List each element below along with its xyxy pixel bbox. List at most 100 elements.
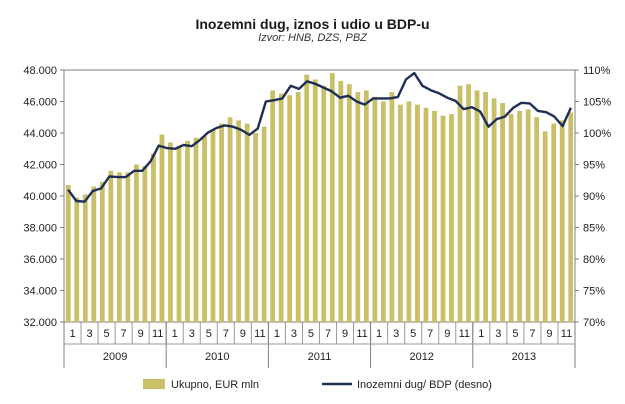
bar [568, 112, 574, 323]
x-tick-label: 3 [393, 328, 399, 340]
year-label: 2010 [205, 351, 229, 363]
bar [210, 129, 216, 322]
bar [474, 90, 480, 322]
x-tick-label: 7 [121, 328, 127, 340]
bar [168, 142, 173, 322]
bar [270, 90, 276, 322]
y-left-tick-label: 32.000 [23, 317, 57, 329]
bar [202, 136, 207, 322]
bar [253, 133, 259, 322]
x-tick-label: 11 [152, 328, 163, 340]
bar [406, 101, 412, 322]
x-tick-label: 9 [444, 328, 450, 340]
bar [500, 103, 505, 322]
x-tick-label: 5 [206, 328, 212, 340]
bar [321, 85, 327, 322]
x-tick-label: 5 [512, 328, 518, 340]
legend-label-bars: Ukupno, EUR mln [171, 379, 259, 391]
bar [116, 172, 122, 322]
bar [338, 81, 344, 323]
bar [457, 85, 463, 322]
x-tick-label: 1 [478, 328, 484, 340]
bar [108, 170, 114, 322]
bar [551, 123, 557, 322]
y-left-tick-label: 34.000 [23, 286, 57, 298]
bar [363, 90, 369, 322]
bar [159, 134, 165, 322]
bar [380, 101, 386, 322]
bar [508, 114, 514, 322]
bar [372, 96, 378, 323]
x-tick-label: 3 [495, 328, 501, 340]
y-right-tick-label: 105% [583, 97, 611, 109]
bar [346, 84, 352, 322]
y-right-tick-label: 70% [583, 317, 605, 329]
y-right-tick-label: 90% [583, 191, 605, 203]
y-left-tick-label: 38.000 [23, 223, 57, 235]
y-right-tick-label: 85% [583, 223, 605, 235]
x-tick-label: 7 [427, 328, 433, 340]
bar [278, 93, 284, 322]
y-left-tick-label: 48.000 [23, 65, 57, 77]
y-left-tick-label: 46.000 [23, 97, 57, 109]
x-tick-label: 9 [138, 328, 144, 340]
bar [193, 137, 199, 322]
bar [355, 92, 361, 322]
bar [176, 145, 182, 322]
bar [134, 164, 139, 322]
bar [483, 92, 488, 322]
bar [525, 109, 531, 322]
bar [534, 117, 540, 322]
bar [423, 107, 429, 322]
line-series-debt-gdp [67, 71, 572, 203]
x-tick-label: 5 [308, 328, 314, 340]
bar [236, 120, 241, 323]
bar [389, 92, 395, 322]
x-tick-label: 9 [546, 328, 552, 340]
bar [517, 110, 523, 322]
x-tick-label: 11 [459, 328, 470, 340]
bar [65, 184, 71, 322]
year-label: 2012 [409, 351, 433, 363]
x-tick-label: 3 [86, 328, 92, 340]
x-tick-label: 1 [376, 328, 382, 340]
bar [227, 117, 233, 322]
bar [185, 140, 190, 322]
x-tick-label: 5 [104, 328, 110, 340]
x-tick-label: 1 [172, 328, 178, 340]
bar [304, 74, 310, 322]
y-right-tick-label: 75% [583, 286, 605, 298]
bar [449, 114, 454, 322]
bar [244, 123, 250, 322]
x-tick-label: 7 [529, 328, 535, 340]
x-tick-label: 9 [342, 328, 348, 340]
bar [287, 95, 293, 322]
x-tick-label: 7 [223, 328, 229, 340]
y-right-tick-label: 95% [583, 160, 605, 172]
year-label: 2011 [308, 351, 332, 363]
bar [466, 84, 471, 322]
bar [99, 181, 105, 322]
bar [542, 131, 548, 322]
bar [151, 153, 156, 322]
y-right-tick-label: 110% [583, 65, 611, 77]
x-tick-label: 1 [274, 328, 280, 340]
y-left-tick-label: 42.000 [23, 160, 57, 172]
bar [295, 92, 301, 322]
legend-swatch-bars [143, 379, 165, 389]
bar [559, 120, 565, 323]
x-tick-label: 11 [254, 328, 265, 340]
x-tick-label: 5 [410, 328, 416, 340]
bar [91, 186, 97, 322]
x-tick-label: 11 [561, 328, 572, 340]
bar [82, 194, 88, 322]
x-tick-label: 1 [69, 328, 75, 340]
y-right-tick-label: 100% [583, 128, 611, 140]
bar [312, 79, 318, 322]
x-tick-label: 7 [325, 328, 331, 340]
bar [398, 104, 403, 323]
bar [491, 98, 497, 322]
year-label: 2013 [512, 351, 536, 363]
bar [432, 110, 437, 322]
y-left-tick-label: 40.000 [23, 191, 57, 203]
